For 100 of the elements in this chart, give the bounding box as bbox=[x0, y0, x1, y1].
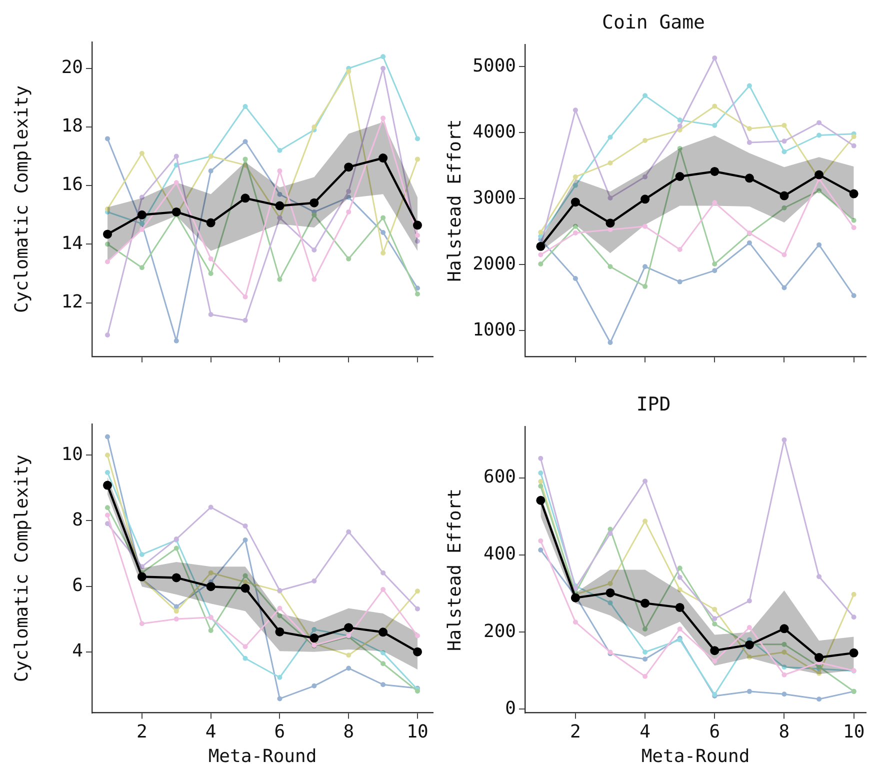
point bbox=[105, 332, 110, 338]
point bbox=[277, 606, 282, 611]
point bbox=[851, 143, 856, 148]
point bbox=[712, 622, 718, 627]
point bbox=[277, 613, 282, 618]
point bbox=[572, 620, 578, 625]
point bbox=[312, 212, 317, 218]
point bbox=[139, 564, 144, 570]
point bbox=[413, 220, 422, 230]
point bbox=[816, 696, 822, 702]
point bbox=[608, 600, 613, 606]
y-axis-title: Cyclomatic Complexity bbox=[11, 85, 32, 313]
point bbox=[849, 648, 858, 658]
point bbox=[782, 672, 787, 678]
point bbox=[380, 54, 386, 60]
y-tick-label: 10 bbox=[61, 444, 83, 465]
y-tick-label: 12 bbox=[61, 291, 83, 312]
point bbox=[208, 570, 214, 576]
point bbox=[538, 470, 544, 476]
point bbox=[242, 104, 248, 109]
y-tick-label: 1000 bbox=[472, 319, 516, 340]
point bbox=[242, 573, 248, 578]
point bbox=[608, 195, 613, 200]
point bbox=[712, 122, 718, 128]
point bbox=[413, 647, 422, 656]
y-tick-label: 5000 bbox=[472, 55, 516, 76]
point bbox=[312, 248, 317, 253]
point bbox=[242, 294, 248, 300]
y-axis-title: Halstead Effort bbox=[444, 488, 466, 652]
point bbox=[782, 650, 787, 655]
point bbox=[712, 606, 718, 612]
point bbox=[312, 683, 317, 688]
point bbox=[608, 160, 613, 166]
point bbox=[746, 688, 752, 694]
point bbox=[208, 256, 214, 262]
point bbox=[744, 174, 754, 183]
point bbox=[608, 227, 613, 232]
point bbox=[277, 674, 282, 680]
point bbox=[851, 293, 856, 298]
point bbox=[538, 548, 544, 553]
point bbox=[608, 530, 613, 536]
point bbox=[572, 276, 578, 281]
point bbox=[538, 456, 544, 461]
point bbox=[380, 116, 386, 121]
point bbox=[174, 604, 179, 610]
point bbox=[174, 338, 179, 344]
point bbox=[103, 480, 112, 490]
point bbox=[746, 624, 752, 630]
point bbox=[380, 215, 386, 220]
point bbox=[380, 230, 386, 235]
point bbox=[606, 218, 615, 228]
y-tick-label: 4000 bbox=[472, 121, 516, 142]
point bbox=[242, 644, 248, 650]
point bbox=[105, 259, 110, 264]
chart-title: Coin Game bbox=[602, 11, 705, 34]
y-tick-label: 0 bbox=[505, 698, 516, 719]
point bbox=[712, 616, 718, 622]
point bbox=[105, 242, 110, 247]
point bbox=[608, 264, 613, 270]
point bbox=[816, 132, 822, 138]
point bbox=[277, 696, 282, 702]
y-tick-label: 18 bbox=[61, 116, 83, 137]
y-tick-label: 16 bbox=[61, 174, 83, 196]
point bbox=[640, 598, 650, 608]
point bbox=[570, 198, 580, 207]
point bbox=[208, 628, 214, 634]
y-tick-label: 400 bbox=[483, 544, 516, 565]
point bbox=[105, 136, 110, 142]
point bbox=[415, 291, 420, 296]
point bbox=[206, 582, 216, 592]
point bbox=[538, 230, 544, 235]
point bbox=[642, 93, 648, 98]
point bbox=[346, 652, 352, 658]
point bbox=[277, 276, 282, 282]
point bbox=[640, 194, 650, 204]
x-axis-title: Meta-Round bbox=[641, 746, 750, 767]
point bbox=[816, 574, 822, 580]
point bbox=[570, 593, 580, 602]
point bbox=[105, 470, 110, 476]
point bbox=[242, 656, 248, 661]
point bbox=[851, 218, 856, 223]
point bbox=[277, 168, 282, 174]
x-tick-label: 2 bbox=[136, 721, 148, 742]
point bbox=[710, 166, 720, 176]
point bbox=[782, 642, 787, 647]
point bbox=[536, 496, 546, 505]
point bbox=[816, 670, 822, 676]
x-tick-label: 4 bbox=[640, 721, 650, 742]
point bbox=[346, 68, 352, 74]
point bbox=[712, 104, 718, 109]
point bbox=[538, 252, 544, 258]
y-axis-title: Halstead Effort bbox=[444, 119, 466, 282]
y-tick-label: 4 bbox=[72, 640, 83, 662]
point bbox=[782, 437, 787, 442]
point bbox=[816, 120, 822, 126]
point bbox=[415, 238, 420, 244]
x-tick-label: 4 bbox=[205, 721, 216, 742]
point bbox=[380, 250, 386, 256]
point bbox=[206, 218, 216, 228]
y-tick-label: 6 bbox=[72, 574, 83, 596]
